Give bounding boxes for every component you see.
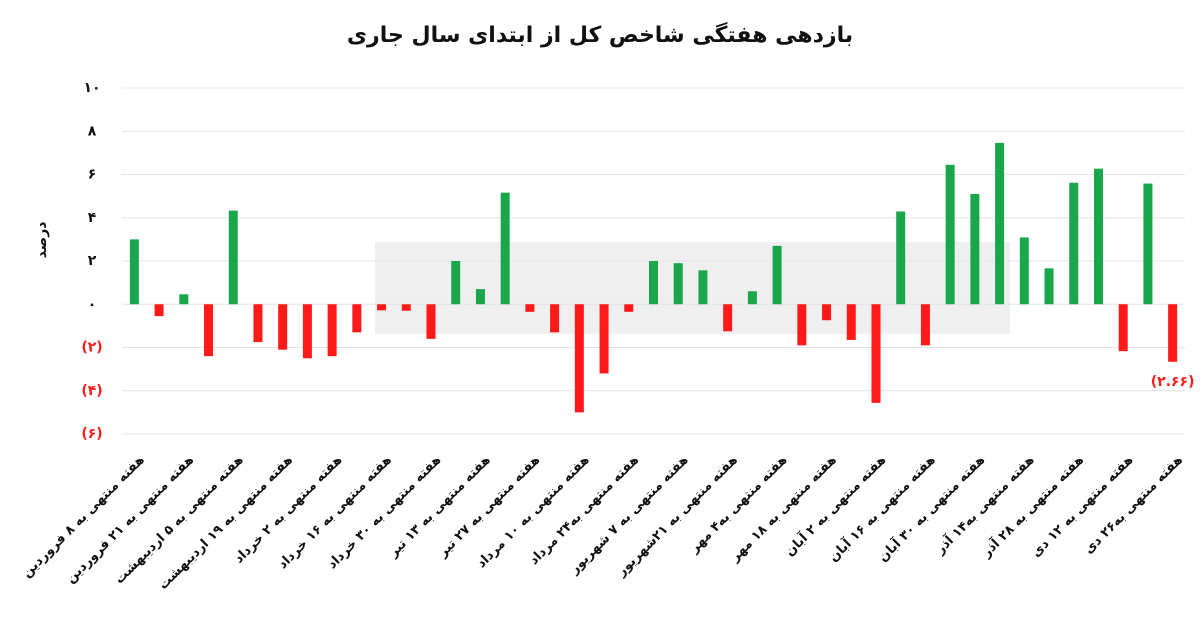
- y-tick-label: ۸: [88, 123, 97, 139]
- bar: [1069, 182, 1079, 305]
- bar: [772, 245, 782, 305]
- bar: [475, 289, 485, 305]
- bar: [179, 294, 189, 305]
- bar: [797, 304, 807, 346]
- bar: [698, 270, 708, 305]
- y-axis-label: درصد: [34, 222, 50, 259]
- bar: [970, 193, 980, 305]
- bar: [920, 304, 930, 346]
- bar: [649, 261, 658, 305]
- bar: [822, 304, 832, 321]
- bar: [624, 304, 634, 312]
- bar: [550, 304, 560, 333]
- bar: [253, 304, 263, 343]
- bar: [327, 304, 337, 357]
- bar: [747, 291, 757, 305]
- x-tick-label: هفته منتهی به۲۶ دی: [1081, 453, 1185, 557]
- value-label: (۲.۶۶): [1151, 374, 1195, 390]
- bar: [846, 304, 856, 340]
- y-tick-label: ۲: [88, 253, 97, 269]
- bar: [871, 304, 881, 403]
- y-tick-label: (۴): [81, 383, 102, 399]
- bar: [945, 164, 955, 305]
- bar: [278, 304, 288, 350]
- bar: [302, 304, 312, 359]
- x-tick-label: هفته منتهی به۴ مهر: [686, 453, 790, 557]
- bar: [1118, 304, 1128, 352]
- bar: [426, 304, 436, 339]
- watermark-band: [375, 242, 1010, 334]
- bar: [525, 304, 535, 312]
- y-tick-label: ۶: [88, 167, 97, 183]
- bar: [723, 304, 733, 332]
- y-tick-label: ۰: [88, 296, 97, 312]
- y-tick-label: ۴: [88, 210, 97, 226]
- bar: [574, 304, 584, 413]
- bar: [401, 304, 411, 311]
- bar: [352, 304, 362, 333]
- bar: [896, 211, 906, 305]
- y-tick-label: (۲): [81, 340, 102, 356]
- y-tick-label: ۱۰: [83, 80, 100, 96]
- bar: [451, 261, 461, 305]
- bar: [204, 304, 214, 357]
- bar: [1168, 304, 1178, 362]
- y-tick-label: (۶): [81, 426, 102, 442]
- chart-title: بازدهی هفتگی شاخص کل از ابتدای سال جاری: [347, 21, 853, 48]
- bar: [1044, 268, 1054, 305]
- bar: [995, 142, 1005, 305]
- bar: [228, 210, 238, 305]
- bar: [129, 239, 139, 305]
- bar: [500, 192, 510, 305]
- x-tick-label: هفته منتهی به۱۴ آذر: [931, 451, 1038, 558]
- bar: [377, 304, 387, 311]
- bar: [154, 304, 164, 317]
- bar: [1143, 183, 1153, 305]
- bar: [1093, 168, 1103, 305]
- bar: [1019, 237, 1029, 305]
- bar: [673, 263, 683, 305]
- bar: [599, 304, 609, 374]
